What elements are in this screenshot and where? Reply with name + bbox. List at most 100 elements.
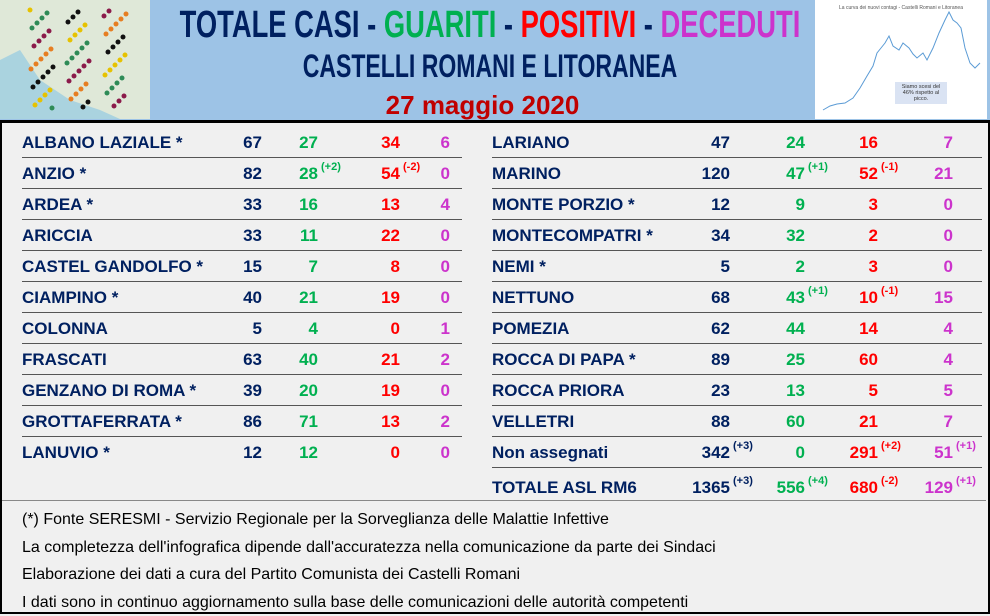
municipality-name: POMEZIA <box>492 319 569 339</box>
deceased-value: 0 <box>441 226 450 246</box>
positive-value: 2 <box>869 226 878 246</box>
deceased-value: 15 <box>934 288 953 308</box>
recovered-value: 44 <box>786 319 805 339</box>
total-cases-value: 86 <box>243 412 262 432</box>
delta-badge: (+2) <box>321 161 341 173</box>
deceased-value: 2 <box>441 350 450 370</box>
deceased-value: 4 <box>441 195 450 215</box>
positive-value: 54(-2) <box>381 164 400 184</box>
total-cases-value: 40 <box>243 288 262 308</box>
recovered-value: 4 <box>309 319 318 339</box>
recovered-value: 11 <box>300 226 318 246</box>
deceased-value: 51(+1) <box>934 443 953 463</box>
deceased-value: 6 <box>441 133 450 153</box>
recovered-value: 13 <box>786 381 805 401</box>
positive-value: 3 <box>869 257 878 277</box>
page-title: TOTALE CASI - GUARITI - POSITIVI - DECED… <box>130 4 850 47</box>
recovered-value: 2 <box>796 257 805 277</box>
recovered-value: 7 <box>309 257 318 277</box>
positive-value: 10(-1) <box>859 288 878 308</box>
recovered-value: 27 <box>299 133 318 153</box>
delta-badge: (+4) <box>808 475 828 487</box>
positive-value: 680(-2) <box>850 478 878 498</box>
deceased-value: 129(+1) <box>925 478 953 498</box>
recovered-value: 25 <box>786 350 805 370</box>
recovered-value: 0 <box>796 443 805 463</box>
positive-value: 5 <box>869 381 878 401</box>
footer-notes: (*) Fonte SERESMI - Servizio Regionale p… <box>22 506 716 616</box>
positive-value: 14 <box>859 319 878 339</box>
title-part: GUARITI <box>384 4 496 46</box>
recovered-value: 556(+4) <box>777 478 805 498</box>
municipality-name: VELLETRI <box>492 412 574 432</box>
total-cases-value: 67 <box>243 133 262 153</box>
deceased-value: 0 <box>944 226 953 246</box>
total-cases-value: 34 <box>711 226 730 246</box>
positive-value: 13 <box>381 195 400 215</box>
footer-line: (*) Fonte SERESMI - Servizio Regionale p… <box>22 506 716 534</box>
deceased-value: 4 <box>944 350 953 370</box>
municipality-name: LARIANO <box>492 133 569 153</box>
positive-value: 22 <box>381 226 400 246</box>
deceased-value: 0 <box>441 288 450 308</box>
total-cases-value: 89 <box>711 350 730 370</box>
total-cases-value: 68 <box>711 288 730 308</box>
deceased-value: 0 <box>441 257 450 277</box>
recovered-value: 21 <box>299 288 318 308</box>
table-row: ARDEA * 33 16 13 4 <box>22 189 462 219</box>
municipality-name: FRASCATI <box>22 350 107 370</box>
positive-value: 34 <box>381 133 400 153</box>
delta-badge: (+1) <box>808 161 828 173</box>
thumbnail-note: Siamo scesi del 46% rispetto al picco. <box>895 82 947 104</box>
municipality-name: MARINO <box>492 164 561 184</box>
deceased-value: 7 <box>944 133 953 153</box>
delta-badge: (-2) <box>881 475 898 487</box>
delta-badge: (+3) <box>733 440 753 452</box>
deceased-value: 5 <box>944 381 953 401</box>
title-part: DECEDUTI <box>661 4 801 46</box>
municipality-name: COLONNA <box>22 319 108 339</box>
total-cases-value: 15 <box>243 257 262 277</box>
positive-value: 8 <box>391 257 400 277</box>
delta-badge: (-1) <box>881 161 898 173</box>
municipality-name: MONTE PORZIO * <box>492 195 635 215</box>
delta-badge: (+1) <box>956 475 976 487</box>
positive-value: 291(+2) <box>850 443 878 463</box>
positive-value: 60 <box>859 350 878 370</box>
map-image <box>0 0 150 119</box>
municipality-name: GROTTAFERRATA * <box>22 412 182 432</box>
map-pins-icon <box>0 0 150 119</box>
delta-badge: (+2) <box>881 440 901 452</box>
title-part: POSITIVI <box>521 4 637 46</box>
title-part: - <box>636 4 660 46</box>
total-cases-value: 33 <box>243 226 262 246</box>
municipality-name: TOTALE ASL RM6 <box>492 478 637 498</box>
row-divider <box>492 467 982 468</box>
total-cases-value: 33 <box>243 195 262 215</box>
total-cases-value: 39 <box>243 381 262 401</box>
footer-line: I dati sono in continuo aggiornamento su… <box>22 589 716 616</box>
municipality-name: GENZANO DI ROMA * <box>22 381 196 401</box>
municipality-name: CIAMPINO * <box>22 288 118 308</box>
municipality-name: ARDEA * <box>22 195 93 215</box>
recovered-value: 60 <box>786 412 805 432</box>
delta-badge: (-1) <box>881 285 898 297</box>
positive-value: 19 <box>381 288 400 308</box>
total-cases-value: 23 <box>711 381 730 401</box>
municipality-name: ARICCIA <box>22 226 93 246</box>
deceased-value: 21 <box>934 164 953 184</box>
total-cases-value: 5 <box>253 319 262 339</box>
total-cases-value: 12 <box>711 195 730 215</box>
recovered-value: 16 <box>299 195 318 215</box>
